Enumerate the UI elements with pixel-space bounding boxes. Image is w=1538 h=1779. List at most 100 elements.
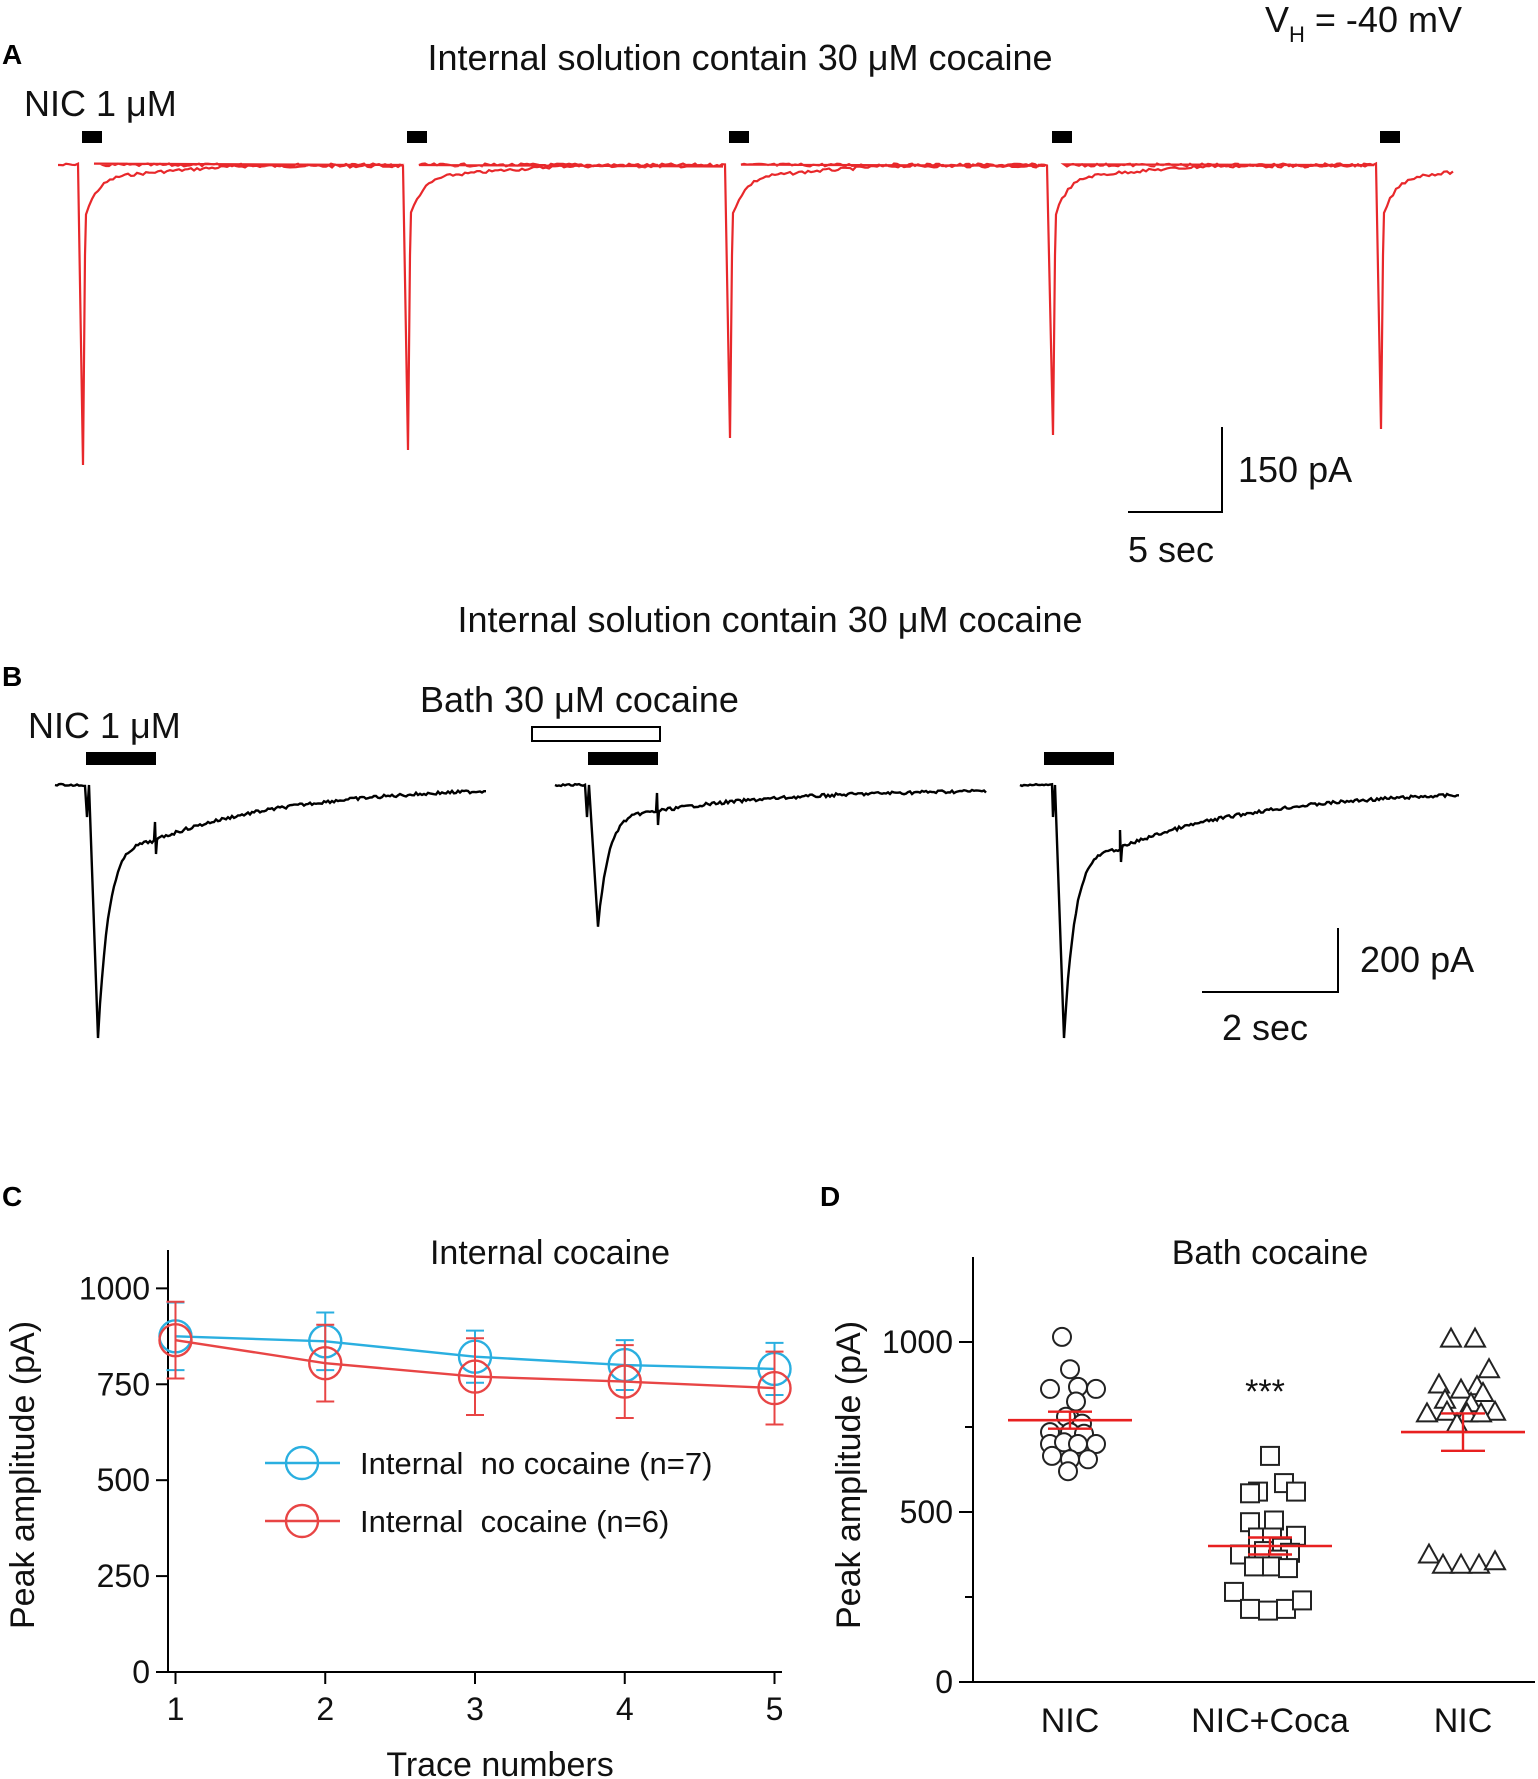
chart-d-point-square [1240,1483,1260,1504]
chart-d-y-tick-label: 1000 [882,1324,953,1360]
panel-a-holding-potential: VH = -40 mV [1265,0,1462,47]
significance-annotation: *** [1245,1373,1285,1411]
legend-label-no-cocaine: Internal no cocaine (n=7) [360,1446,712,1481]
chart-c-y-tick-label: 0 [132,1654,150,1690]
chart-d-category-label: NIC [1041,1702,1100,1740]
chart-c-legend: Internal no cocaine (n=7) Internal cocai… [265,1445,712,1539]
chart-d-point-square [1260,1445,1280,1466]
chart-d-point-circle [1058,1461,1078,1482]
chart-d-point-square [1264,1510,1284,1531]
holding-v: V [1265,0,1289,40]
panel-b-trace-3 [1019,782,1459,1039]
chart-d-title: Bath cocaine [1172,1234,1369,1272]
panel-a: A Internal solution contain 30 μM cocain… [2,0,1462,570]
panel-b-scale-y: 200 pA [1360,939,1474,980]
panel-b-title: Internal solution contain 30 μM cocaine [457,599,1082,640]
chart-d-point-triangle [1439,1326,1463,1348]
chart-d-point-square [1258,1600,1278,1621]
holding-value: = -40 mV [1305,0,1462,40]
chart-d-point-triangle [1427,1372,1451,1394]
nic-application-bar [82,131,102,143]
chart-d-ylabel: Peak amplitude (pA) [830,1321,868,1629]
panel-b-scale-x: 2 sec [1222,1007,1308,1048]
chart-d-point-square [1244,1556,1264,1577]
chart-d-point-circle [1060,1359,1080,1380]
chart-c-x-tick-label: 1 [167,1691,185,1727]
panel-a-title: Internal solution contain 30 μM cocaine [427,37,1052,78]
chart-d-point-circle [1086,1378,1106,1399]
chart-d-point-square [1286,1481,1306,1502]
chart-d-point-circle [1078,1449,1098,1470]
nic-application-bar [729,131,749,143]
panel-a-letter: A [2,39,22,70]
chart-c-title: Internal cocaine [430,1234,670,1272]
panel-c-letter: C [2,1181,22,1212]
panel-a-scale-bar: 150 pA 5 sec [1128,427,1352,570]
chart-d-point-triangle [1449,1377,1473,1399]
chart-d-point-triangle [1471,1380,1495,1402]
panel-a-scale-x: 5 sec [1128,529,1214,570]
chart-c-xlabel: Trace numbers [386,1746,613,1779]
panel-b-letter: B [2,661,22,692]
legend-label-cocaine: Internal cocaine (n=6) [360,1504,669,1539]
panel-d: D 0 500 1000 NIC NIC+Coca NIC Bath cocaine Pe… [820,1181,1535,1740]
chart-d-y-tick-label: 0 [935,1664,953,1700]
chart-d-point-triangle [1463,1326,1487,1348]
panel-b-scale-bar: 200 pA 2 sec [1202,928,1474,1048]
nic-bar-3 [1044,752,1114,765]
chart-d-point-triangle [1435,1399,1459,1421]
chart-d-point-circle [1040,1378,1060,1399]
chart-c-x-tick-label: 3 [466,1691,484,1727]
chart-d-point-triangle [1417,1542,1441,1564]
panel-a-application-bars [82,131,1400,143]
panel-b-bath-label: Bath 30 μM cocaine [420,679,739,720]
chart-d-point-square [1240,1598,1260,1619]
chart-c-y-tick-label: 1000 [79,1270,150,1306]
chart-c-point [457,1359,493,1394]
panel-a-scale-lines [1128,427,1223,513]
legend-marker-no-cocaine [284,1445,320,1481]
chart-c-x-tick-label: 2 [316,1691,334,1727]
chart-c-point [607,1364,642,1399]
chart-d-point-square [1292,1590,1312,1611]
chart-d-point-triangle [1431,1552,1455,1574]
nic-application-bar [407,131,427,143]
legend-marker-cocaine [284,1503,320,1539]
panel-b-scale-lines [1202,928,1339,993]
chart-d-point-square [1278,1558,1298,1579]
panel-d-letter: D [820,1181,840,1212]
panel-b: B Internal solution contain 30 μM cocain… [2,599,1474,1048]
chart-c-y-tick-label: 500 [97,1462,150,1498]
chart-d-point-circle [1068,1434,1088,1454]
chart-d-y-tick-label: 500 [900,1494,953,1530]
nic-application-bar [1052,131,1072,143]
chart-d-point-triangle [1483,1399,1507,1421]
chart-c-point [308,1345,343,1381]
chart-c-x-tick-label: 5 [766,1691,784,1727]
chart-d-point-circle [1042,1445,1062,1466]
panel-c: C 0 250 500 750 1000 1 2 3 4 5 Internal cocaine T… [2,1181,792,1779]
panel-a-trace [58,161,1454,466]
panel-a-scale-y: 150 pA [1238,449,1352,490]
bath-cocaine-bar [531,726,661,742]
chart-d: 0 500 1000 NIC NIC+Coca NIC [882,1257,1535,1740]
nic-bar-2 [588,752,658,765]
chart-d-point-triangle [1467,1552,1491,1574]
chart-c-point [158,1322,193,1358]
panel-b-trace-2 [554,782,987,927]
chart-c-x-tick-label: 4 [616,1691,634,1727]
chart-d-point-triangle [1483,1549,1507,1571]
chart-c-y-tick-label: 750 [97,1366,150,1402]
chart-d-point-triangle [1477,1357,1501,1379]
chart-c: 0 250 500 750 1000 1 2 3 4 5 [79,1250,792,1727]
chart-c-ylabel: Peak amplitude (pA) [4,1321,42,1629]
nic-application-bar [1380,131,1400,143]
chart-d-point-triangle [1415,1401,1439,1423]
holding-subscript: H [1289,22,1305,47]
chart-d-point-triangle [1449,1552,1473,1574]
nic-bar-1 [86,752,156,765]
chart-d-category-label: NIC+Coca [1191,1702,1349,1740]
chart-d-category-label: NIC [1434,1702,1493,1740]
panel-a-drug-label: NIC 1 μM [24,83,177,124]
